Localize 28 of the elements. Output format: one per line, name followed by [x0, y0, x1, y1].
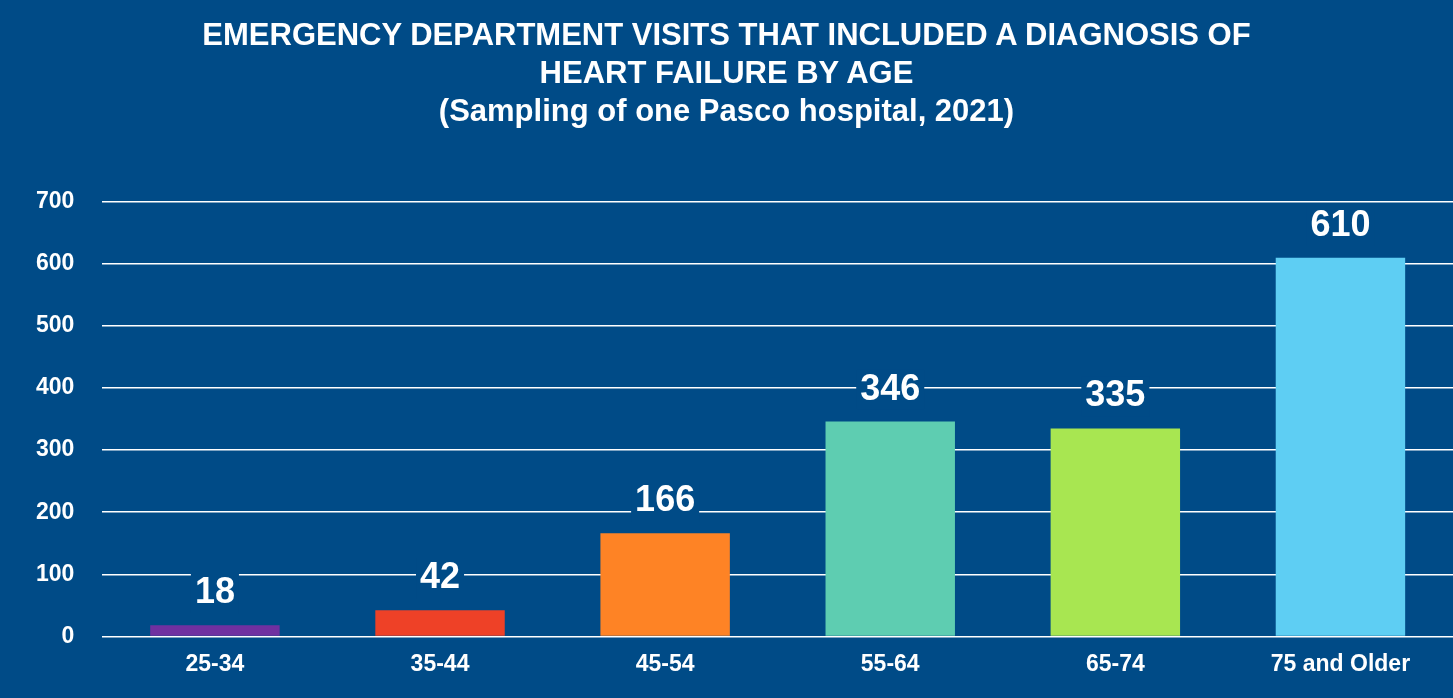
- data-label: 610: [1310, 202, 1371, 244]
- y-tick-label: 400: [36, 373, 75, 400]
- y-tick-label: 200: [36, 497, 75, 524]
- bar: [1050, 428, 1181, 636]
- y-tick-label: 600: [36, 249, 75, 276]
- y-tick-label: 500: [36, 311, 75, 338]
- y-tick-label: 300: [36, 435, 75, 462]
- chart-title: EMERGENCY DEPARTMENT VISITS THAT INCLUDED A DIAGNOSIS OF HEART FAILURE BY AGE: [201, 16, 1252, 92]
- data-label: 335: [1085, 373, 1146, 415]
- data-label: 166: [635, 478, 696, 520]
- x-tick-label: 55-64: [860, 649, 920, 676]
- y-tick-label: 700: [36, 187, 75, 214]
- bar: [150, 625, 280, 636]
- data-label: 346: [860, 366, 921, 408]
- bar: [600, 533, 730, 636]
- bar: [375, 610, 505, 636]
- bar: [1275, 257, 1406, 636]
- y-tick-label: 100: [36, 559, 75, 586]
- data-label: 18: [194, 570, 235, 612]
- chart-subtitle: (Sampling of one Pasco hospital, 2021): [437, 92, 1016, 130]
- bar: [825, 421, 955, 636]
- y-tick-label: 0: [61, 621, 75, 648]
- x-tick-label: 65-74: [1085, 649, 1145, 676]
- data-label: 42: [420, 555, 461, 597]
- x-tick-label: 75 and Older: [1270, 649, 1411, 676]
- x-tick-label: 35-44: [410, 649, 470, 676]
- x-tick-label: 45-54: [635, 649, 695, 676]
- x-tick-label: 25-34: [185, 649, 245, 676]
